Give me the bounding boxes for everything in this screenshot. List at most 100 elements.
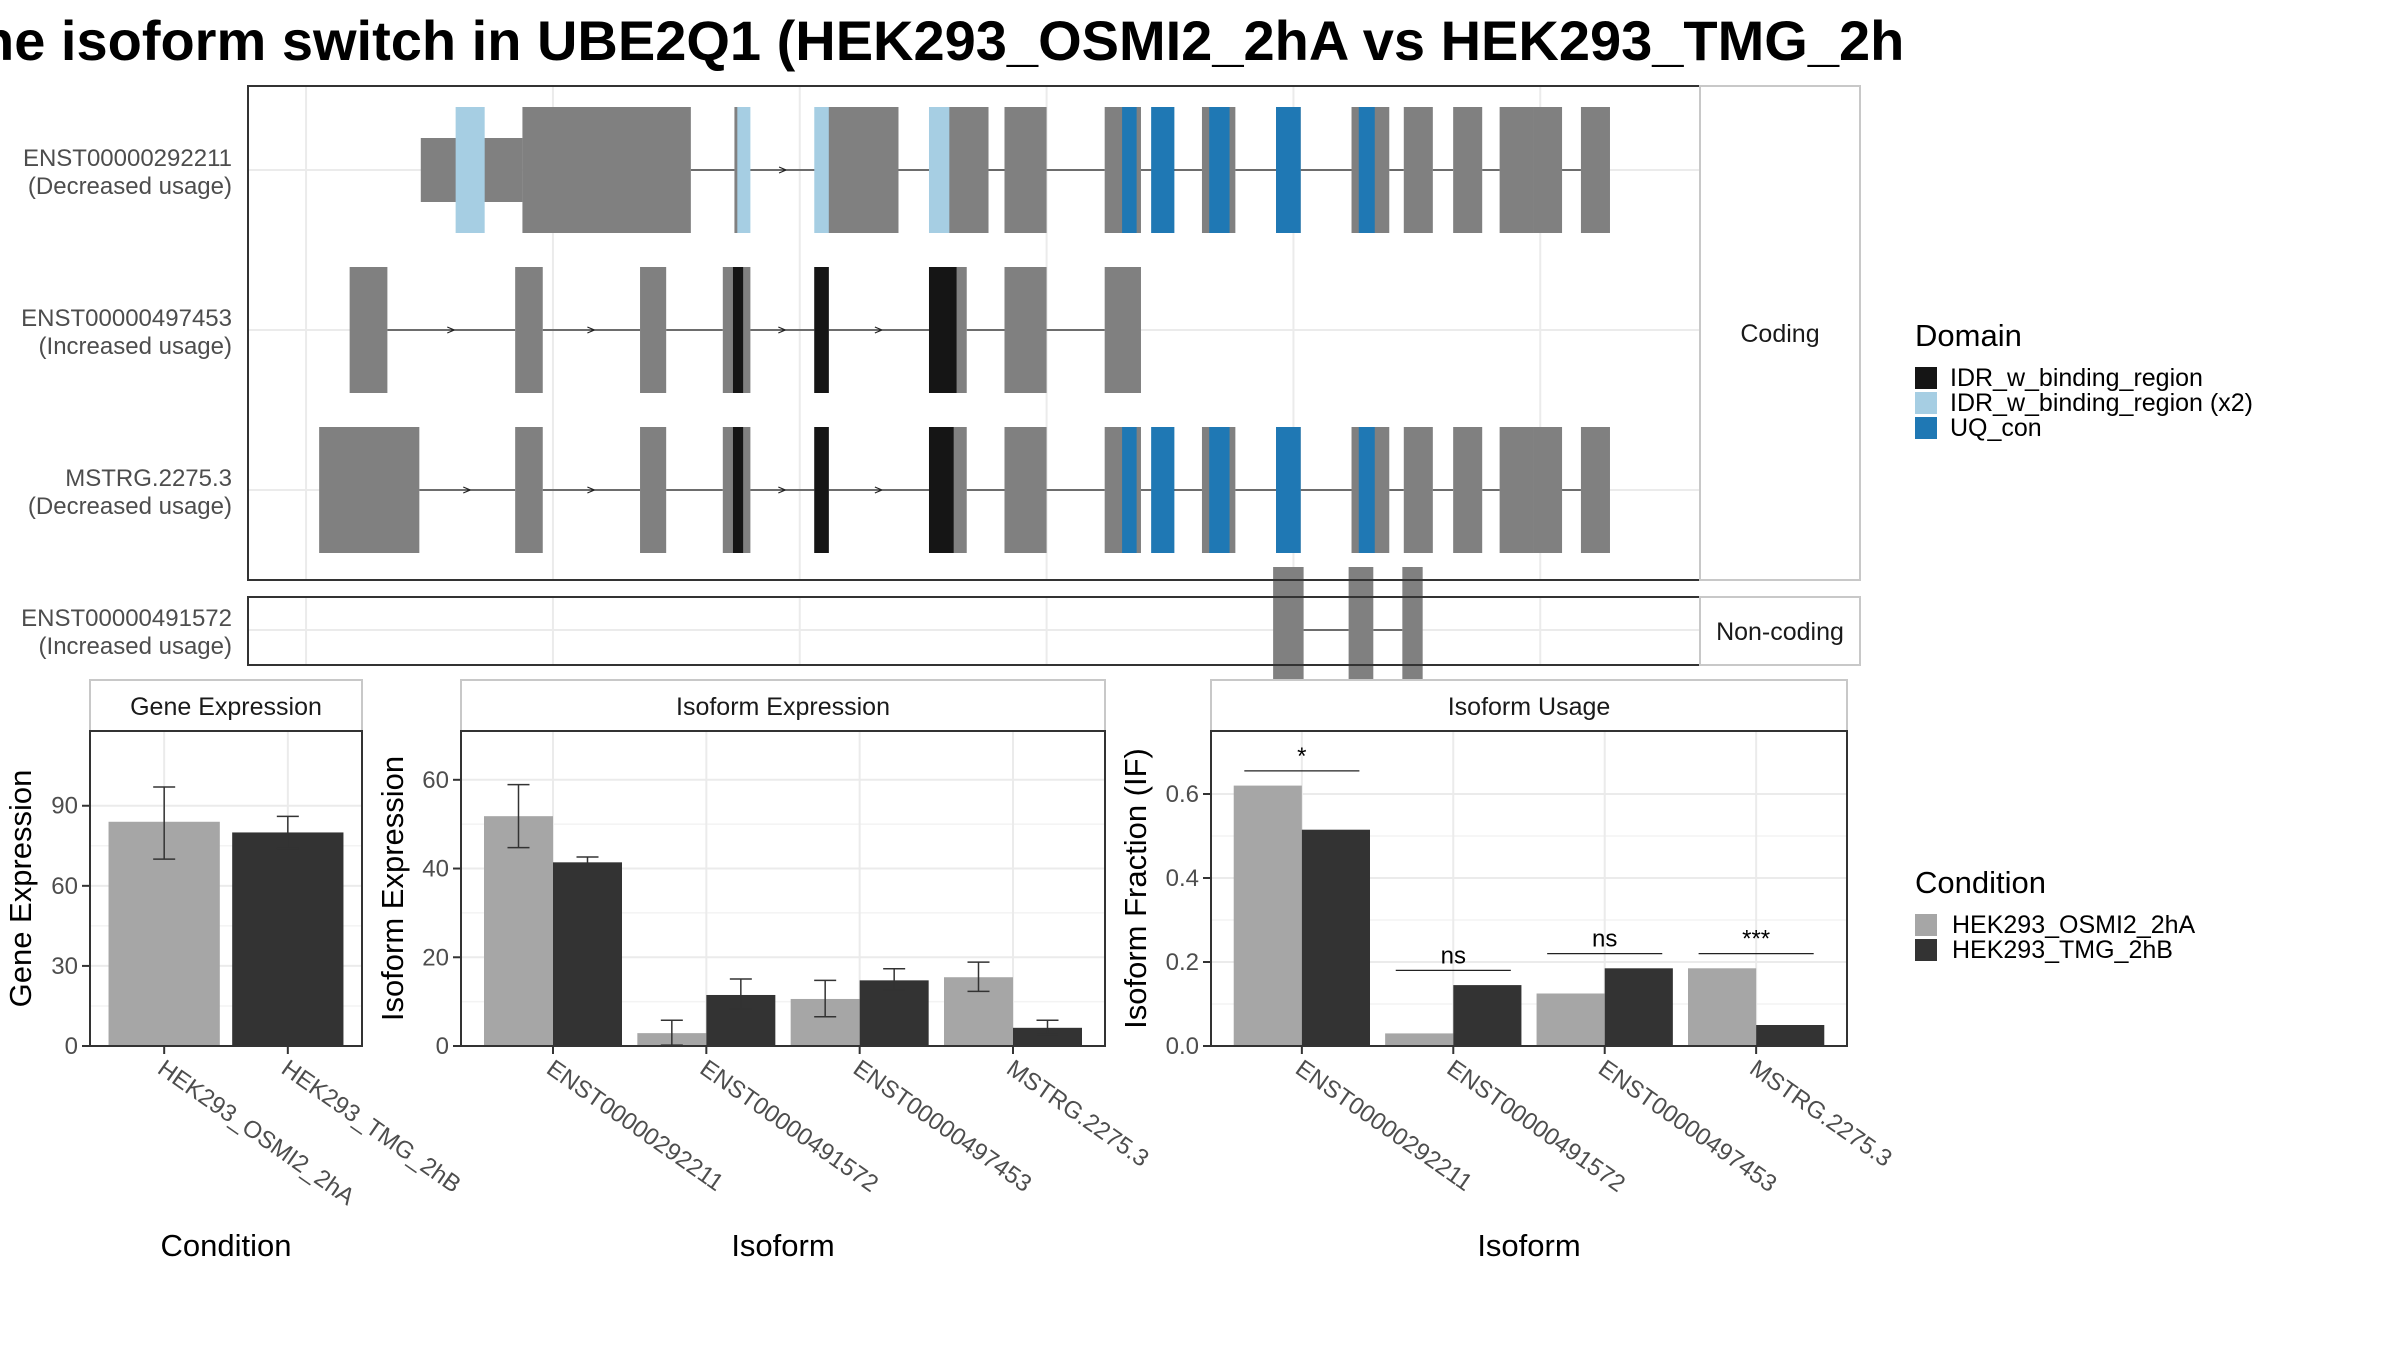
domain-block [1151, 107, 1175, 233]
exon-block [1004, 427, 1047, 553]
isoform-expression-x-tick-label: MSTRG.2275.3 [1002, 1055, 1154, 1173]
isoform-usage-bar [1385, 1033, 1454, 1046]
condition-legend-label: HEK293_OSMI2_2hA [1952, 911, 2196, 939]
intron-arrow [463, 486, 472, 494]
isoform-usage-bar [1756, 1025, 1825, 1046]
domain-legend-swatch [1915, 367, 1937, 389]
domain-block [814, 427, 829, 553]
exon-block [1004, 107, 1047, 233]
transcript-status-label: (Increased usage) [39, 633, 232, 660]
isoform-expression-y-tick-label: 60 [422, 767, 449, 794]
exon-block [1402, 567, 1423, 693]
domain-block [814, 267, 829, 393]
isoform-usage-significance-label: ns [1592, 926, 1617, 953]
isoform-usage-y-tick-label: 0.0 [1166, 1033, 1199, 1060]
exon-block [522, 107, 691, 233]
coding-facet-strip [1699, 85, 1861, 581]
transcript-id-label: ENST00000292211 [23, 145, 232, 172]
domain-legend-label: UQ_con [1950, 414, 2042, 442]
intron-arrow [778, 326, 787, 334]
intron-arrow [447, 326, 456, 334]
domain-block [928, 107, 950, 233]
domain-legend-swatch [1915, 417, 1937, 439]
transcript-status-label: (Increased usage) [39, 333, 232, 360]
domain-legend-swatch [1915, 392, 1937, 414]
exon-block [1403, 427, 1433, 553]
condition-legend-swatch [1915, 939, 1937, 961]
isoform-usage-significance-label: ns [1441, 942, 1466, 969]
exon-block [824, 107, 899, 233]
isoform-expression-y-tick-label: 40 [422, 856, 449, 883]
isoform-usage-panel-title: Isoform Usage [1448, 693, 1611, 721]
isoform-usage-bar [1233, 785, 1302, 1046]
intron-arrow [587, 486, 596, 494]
isoform-usage-bar [1688, 968, 1757, 1046]
isoform-expression-panel-title: Isoform Expression [676, 693, 890, 721]
domain-block [928, 267, 957, 393]
transcript-status-label: (Decreased usage) [28, 493, 232, 520]
exon-block [1004, 267, 1047, 393]
exon-block [1403, 107, 1433, 233]
gene-expression-y-tick-label: 60 [51, 873, 78, 900]
isoform-usage-x-axis-label: Isoform [1477, 1228, 1580, 1263]
domain-block [1209, 427, 1230, 553]
domain-block [732, 427, 744, 553]
noncoding-facet-strip [1699, 596, 1861, 666]
exon-block [1104, 267, 1141, 393]
intron-arrow [587, 326, 596, 334]
isoform-usage-bar [1453, 985, 1522, 1046]
exon-block [1533, 107, 1563, 233]
condition-legend-title: Condition [1915, 865, 2046, 900]
isoform-expression-y-tick-label: 0 [436, 1033, 449, 1060]
exon-block [1453, 427, 1483, 553]
domain-block [455, 107, 485, 233]
exon-block [1533, 427, 1563, 553]
domain-block [1358, 427, 1375, 553]
figure-title: he isoform switch in UBE2Q1 (HEK293_OSMI… [0, 9, 1905, 72]
exon-block [1273, 567, 1304, 693]
gene-expression-x-axis-label: Condition [161, 1228, 292, 1263]
domain-block [1122, 107, 1137, 233]
isoform-usage-y-axis-label: Isoform Fraction (IF) [1118, 748, 1153, 1029]
isoform-usage-bar [1301, 829, 1370, 1046]
domain-block [737, 107, 751, 233]
exon-block [515, 267, 543, 393]
gene-expression-y-tick-label: 90 [51, 793, 78, 820]
gene-expression-x-tick-label: HEK293_OSMI2_2hA [153, 1055, 360, 1211]
exon-block [1453, 107, 1483, 233]
domain-block [1276, 427, 1301, 553]
exon-block [640, 427, 667, 553]
domain-block [1122, 427, 1137, 553]
exon-block [1348, 567, 1374, 693]
isoform-expression-y-tick-label: 20 [422, 944, 449, 971]
exon-block [1499, 107, 1534, 233]
isoform-expression-panel-border [460, 730, 1106, 1047]
coding-facet-label: Coding [1740, 320, 1819, 348]
intron-arrow [874, 486, 884, 494]
isoform-usage-y-tick-label: 0.4 [1166, 865, 1199, 892]
intron-arrow [874, 326, 884, 334]
isoform-usage-x-tick-label: MSTRG.2275.3 [1745, 1055, 1897, 1173]
domain-legend-title: Domain [1915, 318, 2022, 353]
exon-block [1580, 427, 1610, 553]
isoform-usage-bar [1536, 993, 1605, 1046]
exon-block [515, 427, 543, 553]
intron-arrow [778, 486, 787, 494]
gene-expression-panel-border [89, 730, 363, 1047]
domain-block [1209, 107, 1230, 233]
domain-block [1276, 107, 1301, 233]
isoform-usage-y-tick-label: 0.2 [1166, 949, 1199, 976]
domain-block [1151, 427, 1175, 553]
isoform-expression-bar [859, 980, 929, 1046]
transcript-id-label: ENST00000497453 [21, 305, 232, 332]
isoform-usage-bar [1604, 968, 1673, 1046]
domain-block [1358, 107, 1375, 233]
condition-legend-label: HEK293_TMG_2hB [1952, 936, 2173, 964]
isoform-usage-y-tick-label: 0.6 [1166, 781, 1199, 808]
noncoding-facet-label: Non-coding [1716, 618, 1844, 646]
transcript-id-label: MSTRG.2275.3 [65, 465, 232, 492]
isoform-usage-significance-label: *** [1742, 926, 1770, 953]
isoform-usage-significance-label: * [1297, 743, 1306, 770]
isoform-usage-panel-border [1210, 730, 1848, 1047]
